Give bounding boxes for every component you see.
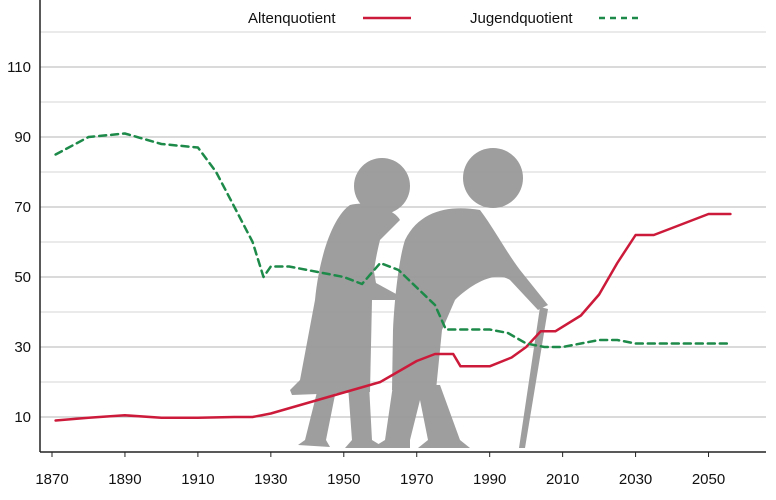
x-tick-label: 2010 [546, 471, 579, 488]
x-tick-label: 1930 [254, 471, 287, 488]
elderly-couple-with-cane-icon [290, 148, 548, 448]
y-tick-label: 90 [14, 129, 31, 146]
legend-label-jugendquotient: Jugendquotient [470, 10, 573, 27]
x-tick-label: 1910 [181, 471, 214, 488]
y-tick-label: 70 [14, 199, 31, 216]
x-tick-label: 1990 [473, 471, 506, 488]
x-tick-label: 1970 [400, 471, 433, 488]
y-tick-label: 50 [14, 269, 31, 286]
x-tick-label: 1890 [108, 471, 141, 488]
legend-label-altenquotient: Altenquotient [248, 10, 336, 27]
x-tick-label: 2030 [619, 471, 652, 488]
legend: Altenquotient Jugendquotient [248, 10, 640, 27]
y-tick-label: 10 [14, 409, 31, 426]
y-axis: 10 30 50 70 90 110 [7, 0, 41, 452]
x-axis: 1870 1890 1910 1930 1950 1970 1990 2010 2030 2050 [35, 451, 766, 488]
x-tick-label: 1950 [327, 471, 360, 488]
x-tick-label: 1870 [35, 471, 68, 488]
series-layer [54, 132, 732, 422]
y-tick-label: 30 [14, 339, 31, 356]
x-tick-label: 2050 [692, 471, 725, 488]
series-line-altenquotient [54, 212, 732, 422]
series-line-jugendquotient [54, 132, 732, 349]
y-tick-label: 110 [7, 59, 31, 76]
